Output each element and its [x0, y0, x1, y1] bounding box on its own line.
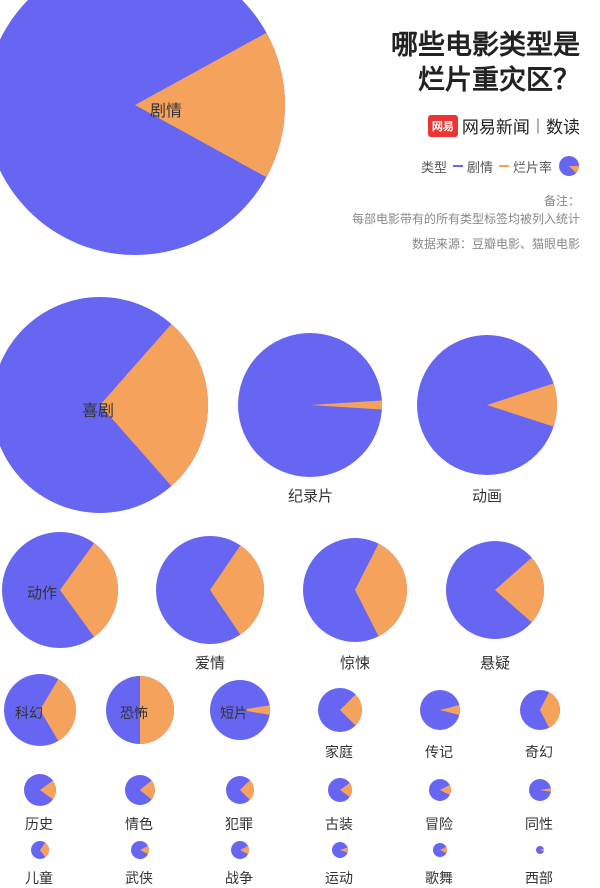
pie-label: 战争: [225, 868, 253, 888]
pie-label: 同性: [525, 814, 553, 834]
pie-label: 喜剧: [82, 397, 114, 421]
legend: 类型 剧情 烂片率: [421, 155, 580, 177]
pie-chart: [303, 538, 407, 642]
legend-line-orange: [499, 161, 509, 171]
title-line1: 哪些电影类型是: [391, 30, 580, 60]
title-line2: 烂片重灾区？: [418, 65, 580, 95]
pie-label: 纪录片: [288, 485, 333, 506]
pie-label: 短片: [220, 703, 248, 723]
note-text: 每部电影带有的所有类型标签均被列入统计: [352, 210, 580, 228]
legend-line-blue: [453, 161, 463, 171]
pie-chart: [318, 688, 362, 732]
pie-chart: [520, 690, 560, 730]
pie-label: 动画: [472, 485, 502, 506]
note-heading: 备注：: [352, 192, 580, 210]
pie-label: 历史: [25, 814, 53, 834]
pie-chart: [433, 843, 447, 857]
pie-chart: [24, 774, 56, 806]
pie-chart: [332, 842, 348, 858]
pie-label: 武侠: [125, 868, 153, 888]
pie-chart: [417, 335, 557, 475]
pie-label: 儿童: [25, 868, 53, 888]
pie-label: 冒险: [425, 814, 453, 834]
brand-block: 网易 网易新闻 | 数读: [428, 113, 580, 138]
pie-chart: [131, 841, 149, 859]
legend-type-label: 类型: [421, 157, 447, 176]
legend-item-orange: 烂片率: [499, 157, 552, 176]
pie-label: 运动: [325, 868, 353, 888]
legend-name: 剧情: [467, 157, 493, 176]
pie-chart: [429, 779, 451, 801]
pie-chart: [0, 0, 285, 255]
pie-chart: [31, 841, 49, 859]
pie-label: 情色: [125, 814, 153, 834]
pie-label: 剧情: [150, 97, 182, 121]
pie-label: 古装: [325, 814, 353, 834]
pie-label: 悬疑: [480, 652, 510, 673]
brand-sub: 数读: [546, 113, 580, 138]
pie-chart: [226, 776, 254, 804]
page-title: 哪些电影类型是 烂片重灾区？: [391, 28, 580, 98]
pie-label: 西部: [525, 868, 553, 888]
pie-chart: [231, 841, 249, 859]
pie-label: 恐怖: [120, 703, 148, 723]
brand-divider: |: [536, 117, 540, 135]
pie-chart: [156, 536, 264, 644]
pie-chart: [529, 779, 551, 801]
pie-chart: [446, 541, 544, 639]
legend-rate: 烂片率: [513, 157, 552, 176]
brand-main: 网易新闻: [462, 113, 530, 138]
pie-label: 歌舞: [425, 868, 453, 888]
pie-label: 奇幻: [525, 742, 553, 762]
pie-chart: [536, 846, 544, 854]
pie-chart: [238, 333, 382, 477]
pie-label: 动作: [27, 582, 57, 603]
pie-chart: [328, 778, 352, 802]
pie-chart: [420, 690, 460, 730]
pie-label: 家庭: [325, 742, 353, 762]
note-block: 备注： 每部电影带有的所有类型标签均被列入统计: [352, 192, 580, 228]
legend-pie-icon: [558, 155, 580, 177]
pie-label: 爱情: [195, 652, 225, 673]
legend-item-blue: 剧情: [453, 157, 493, 176]
pie-label: 科幻: [15, 703, 43, 723]
pie-label: 惊悚: [340, 652, 370, 673]
pie-chart: [125, 775, 155, 805]
pie-label: 犯罪: [225, 814, 253, 834]
brand-badge: 网易: [428, 115, 458, 137]
pie-chart: [2, 532, 118, 648]
pie-label: 传记: [425, 742, 453, 762]
source-text: 数据来源：豆瓣电影、猫眼电影: [412, 235, 580, 253]
